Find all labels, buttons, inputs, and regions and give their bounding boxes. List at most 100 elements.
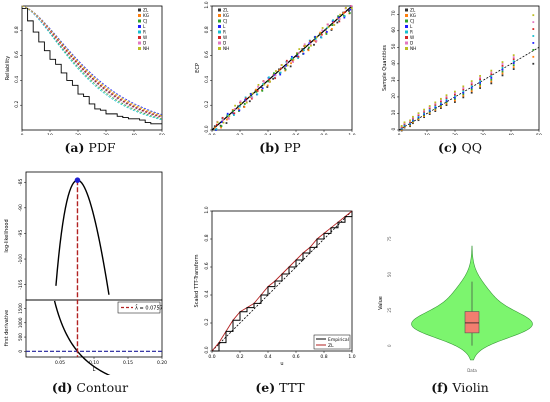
qq-point-w (440, 100, 442, 103)
pp-point-kg (266, 84, 269, 87)
qq-point-d (445, 95, 448, 98)
qq-point-l (462, 91, 465, 94)
pp-point-zl (324, 28, 327, 31)
qq-point-d (479, 76, 481, 79)
pp-point-d (233, 108, 236, 110)
qq-point-kg (490, 80, 493, 83)
ttt-ytick-label: 0.6 (204, 262, 210, 269)
contour-legend-label: λ̂ = 0.0757 (135, 305, 163, 312)
qq-point-kg (512, 66, 515, 68)
pp-point-nh (333, 24, 336, 26)
pdf-legend-swatch-l (138, 25, 141, 28)
qq-point-r (454, 95, 456, 97)
ttt-xtick-label: 0.2 (236, 354, 243, 360)
qq-point-nh (462, 85, 465, 88)
pp-point-nh (315, 36, 318, 39)
qq-point-kg (417, 118, 420, 121)
pp-point-cj (331, 24, 334, 26)
qq-point-cj (470, 88, 473, 91)
pp-legend-swatch-l (218, 25, 221, 28)
qq-legend-label-r: R (410, 30, 413, 35)
qq-xtick-label: 50 (536, 133, 542, 135)
qq-point-l (454, 96, 456, 99)
qq-point-nh (423, 108, 425, 111)
qq-point-w (412, 117, 414, 120)
pp-point-cj (337, 15, 340, 18)
pp-point-r (268, 76, 270, 79)
pp-chart: 0.00.20.40.60.81.00.00.20.40.60.81.0OCP … (195, 1, 356, 135)
ttt-plot-frame (211, 210, 353, 352)
pp-point-w (268, 78, 271, 81)
qq-point-zl (412, 122, 414, 125)
pp-point-l (314, 35, 317, 38)
qq-legend-swatch-r (405, 30, 408, 34)
pp-point-r (343, 15, 346, 18)
contour-top-ylabel: log-likelihood (4, 219, 10, 252)
pp-point-kg (249, 96, 252, 98)
violin-ytick-label: 50 (387, 272, 392, 278)
qq-ytick-label: 0 (391, 127, 397, 130)
pp-point-l (273, 74, 276, 76)
pp-ytick-label: 0.2 (204, 100, 210, 107)
pp-point-r (262, 83, 264, 85)
pp-point-d (338, 18, 341, 20)
pp-point-cj (308, 46, 310, 49)
ttt-xtick-label: 0.0 (208, 354, 215, 360)
qq-point-d (428, 106, 431, 109)
caption-d: (d) Contour (0, 380, 180, 395)
qq-point-w (423, 110, 425, 113)
contour-xtick-label: 0.20 (157, 360, 167, 366)
caption-c-label: (c) (438, 140, 458, 155)
pp-point-w (320, 33, 323, 36)
pp-legend-swatch-r (218, 30, 221, 34)
pp-point-r (326, 26, 329, 29)
qq-point-cj (412, 120, 414, 123)
pp-point-kg (237, 107, 240, 110)
caption-a-text: PDF (88, 140, 116, 155)
pp-point-kg (313, 39, 316, 42)
pp-point-nh (228, 115, 231, 117)
pp-point-kg (307, 49, 310, 52)
qq-point-kg (445, 102, 448, 105)
pp-point-nh (257, 83, 260, 86)
pp-point-kg (255, 88, 257, 91)
violin-box (464, 311, 480, 334)
pp-ytick-label: 0.8 (204, 26, 210, 33)
pp-point-kg (290, 62, 292, 65)
pdf-xtick-label: 50 (159, 133, 165, 135)
qq-xtick-label: 20 (452, 133, 458, 135)
pp-point-d (274, 74, 277, 77)
pdf-xtick-label: 10 (47, 133, 53, 135)
qq-point-w (434, 103, 437, 106)
pp-point-cj (255, 90, 258, 93)
pp-point-l (331, 20, 334, 23)
pp-point-r (314, 38, 317, 41)
qq-point-d (434, 102, 437, 105)
qq-point-l (440, 103, 442, 106)
qq-point-l (501, 68, 504, 71)
qq-point-kg (423, 115, 425, 117)
pp-point-r (285, 60, 288, 63)
pp-point-l (325, 31, 328, 33)
qq-legend-label-kg: KG (410, 13, 416, 18)
qq-point-w (512, 58, 515, 61)
caption-f: (f) Violin (370, 380, 550, 395)
qq-point-nh (532, 14, 535, 17)
qq-point-cj (417, 117, 420, 120)
contour-top-ytick-label: -85 (18, 178, 24, 185)
pp-point-w (250, 97, 253, 100)
qq-xtick-label: 30 (480, 133, 486, 135)
qq-data-layer (398, 14, 540, 132)
pp-point-r (256, 93, 259, 96)
pp-point-w (344, 11, 347, 13)
qq-point-nh (434, 101, 437, 104)
pp-ytick-label: 0.0 (204, 125, 210, 132)
pp-point-nh (350, 7, 353, 10)
pp-point-d (350, 5, 353, 7)
qq-point-cj (462, 93, 465, 96)
contour-bottom-ytick-label: 500 (18, 333, 23, 341)
pp-point-r (244, 96, 247, 99)
qq-point-l (532, 42, 535, 44)
qq-point-r (434, 105, 437, 108)
pdf-curve-r (21, 5, 163, 121)
